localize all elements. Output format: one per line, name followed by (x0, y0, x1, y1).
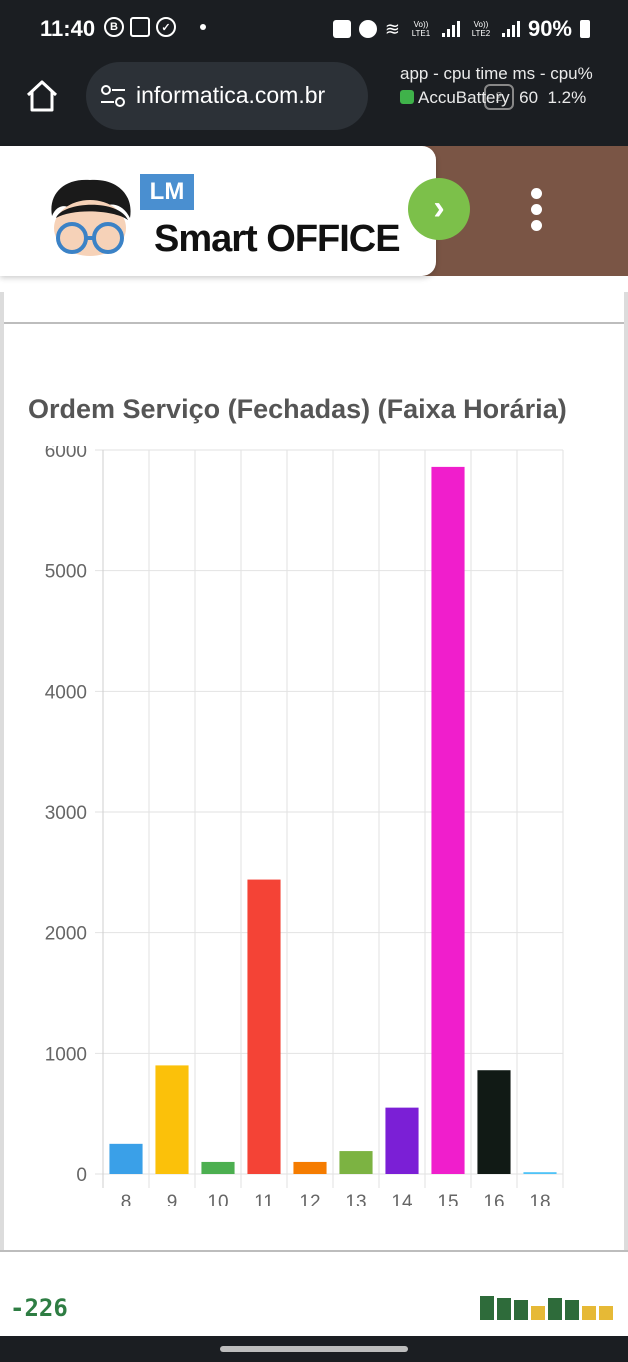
mini-indicator-bars (480, 1296, 613, 1320)
overlay-ms: 60 (519, 88, 539, 107)
y-tick-label: 1000 (45, 1044, 87, 1065)
x-tick-label: 18 (529, 1192, 550, 1206)
y-tick-label: 0 (76, 1165, 87, 1186)
address-bar[interactable]: informatica.com.br (86, 62, 368, 130)
alarm-icon (358, 20, 377, 38)
x-tick-label: 8 (121, 1192, 132, 1206)
y-tick-label: 3000 (45, 803, 87, 824)
bar-12 (293, 1161, 327, 1174)
system-icons: ≋ Vo)) LTE1 Vo)) LTE2 90% (332, 16, 590, 42)
lte1-indicator: Vo)) LTE1 (411, 20, 431, 38)
overlay-cpu: 1.2% (547, 88, 587, 107)
site-settings-icon[interactable] (100, 85, 126, 107)
overlay-app: AccuBattery (418, 88, 510, 107)
wifi-icon: ≋ (384, 18, 400, 39)
battery-icon (580, 20, 590, 38)
x-tick-label: 14 (391, 1192, 413, 1206)
web-page: LM Smart OFFICE › Ordem Serviço (Fechada… (0, 146, 628, 1336)
mascot-face-icon (51, 179, 131, 256)
accubattery-overlay: app - cpu time ms - cpu% AccuBattery 60 … (400, 62, 618, 114)
notification-icons: B ✓ (104, 17, 206, 37)
battery-level: 90% (527, 16, 572, 41)
signal1-icon (441, 21, 460, 37)
card-right-edge (624, 292, 628, 1252)
b-badge-icon: B (104, 17, 124, 37)
footer-counter: -226 (10, 1294, 68, 1322)
card-left-edge (0, 292, 4, 1252)
bar-10 (201, 1161, 235, 1174)
lte2-indicator: Vo)) LTE2 (471, 20, 491, 38)
bar-14 (385, 1107, 419, 1174)
bar-18 (523, 1172, 557, 1174)
status-time: 11:40 (40, 16, 96, 41)
home-gesture-handle[interactable] (220, 1346, 408, 1352)
sim-icon (332, 20, 351, 38)
bar-15 (431, 466, 465, 1175)
bar-9 (155, 1065, 189, 1174)
overlay-row: AccuBattery 60 1.2% (400, 86, 618, 110)
next-arrow-button[interactable]: › (408, 178, 470, 240)
bar-13 (339, 1151, 373, 1174)
gesture-nav-bar (0, 1336, 628, 1362)
status-bar: 11:40 B ✓ ≋ Vo)) LTE1 Vo)) LTE2 90% (0, 0, 628, 62)
y-tick-label: 4000 (45, 682, 87, 703)
home-icon[interactable] (24, 78, 60, 114)
card-divider-bottom (0, 1250, 628, 1252)
url-text: informatica.com.br (136, 82, 326, 108)
x-tick-label: 13 (345, 1192, 366, 1206)
check-circle-icon: ✓ (156, 17, 176, 37)
x-tick-label: 11 (254, 1192, 274, 1206)
x-tick-label: 16 (483, 1192, 504, 1206)
site-logo[interactable]: LM Smart OFFICE (0, 146, 436, 276)
chart-title: Ordem Serviço (Fechadas) (Faixa Horária) (28, 394, 567, 424)
logo-badge: LM (140, 174, 194, 210)
bar-16 (477, 1070, 511, 1174)
bar-8 (109, 1143, 143, 1174)
card-divider-top (0, 322, 628, 324)
x-tick-label: 9 (167, 1192, 178, 1206)
overlay-header: app - cpu time ms - cpu% (400, 64, 593, 83)
x-tick-label: 12 (299, 1192, 320, 1206)
browser-toolbar: informatica.com.br 2 app - cpu time ms -… (0, 62, 628, 146)
image-icon (130, 17, 150, 37)
signal2-icon (501, 21, 520, 37)
logo-text: Smart OFFICE (154, 218, 401, 260)
bar-chart: 0 1000 2000 3000 4000 5000 6000 8 9 10 11 12 13 14 15 1… (45, 446, 564, 1206)
accubattery-icon (400, 90, 414, 104)
y-tick-label: 6000 (45, 446, 87, 462)
more-dot-icon (200, 24, 206, 30)
menu-kebab-icon[interactable] (526, 188, 546, 234)
y-tick-label: 2000 (45, 924, 87, 945)
x-tick-label: 15 (437, 1192, 458, 1206)
x-tick-label: 10 (207, 1192, 228, 1206)
y-tick-label: 5000 (45, 562, 87, 583)
tab-switcher-button[interactable]: 2 (484, 84, 514, 110)
bar-11 (247, 879, 281, 1174)
